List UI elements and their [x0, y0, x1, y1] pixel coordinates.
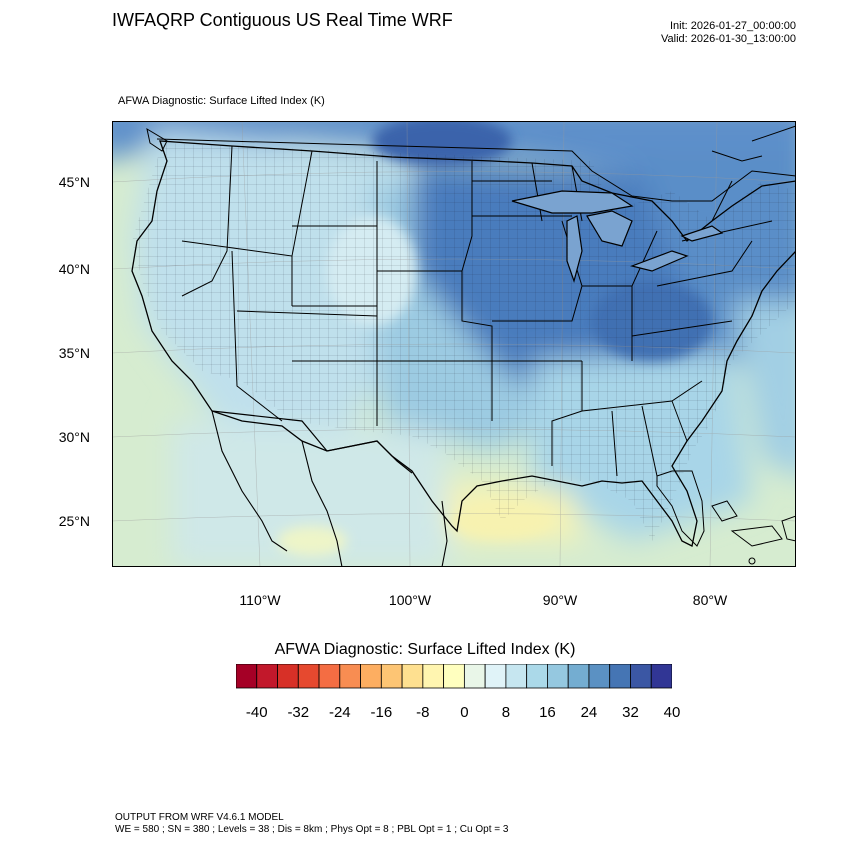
colorbar-box-11	[463, 664, 486, 689]
colorbar	[236, 664, 672, 689]
map-frame	[112, 121, 796, 567]
colorbar-box-0	[236, 664, 258, 689]
colorbar-box-16	[567, 664, 590, 689]
field-mexico	[172, 421, 452, 567]
lon-label-80w: 80°W	[692, 592, 728, 608]
canada-border	[156, 138, 796, 202]
page-title: IWFAQRP Contiguous US Real Time WRF	[112, 10, 453, 30]
us-outline	[131, 140, 796, 547]
vancouver-island	[146, 127, 168, 152]
footer-model-line: OUTPUT FROM WRF V4.6.1 MODEL	[115, 812, 284, 823]
field-canada	[112, 121, 796, 199]
colorbar-tick-label: -8	[416, 704, 430, 721]
colorbar-box-13	[505, 664, 528, 689]
lat-label-30: 30°N	[58, 429, 90, 445]
newfoundland-coast	[711, 125, 796, 162]
colorbar-tick-label: 0	[460, 704, 469, 721]
lat-label-45: 45°N	[58, 174, 90, 190]
colorbar-box-1	[256, 664, 278, 689]
mexico-border	[211, 410, 413, 474]
map-panel	[112, 121, 796, 567]
colorbar-tick-label: -16	[370, 704, 393, 721]
colorbar-box-20	[650, 664, 672, 689]
colorbar-box-19	[630, 664, 652, 689]
colorbar-tick-label: 8	[501, 704, 511, 721]
colorbar-tick-label: 16	[539, 704, 556, 721]
mexico-coast	[211, 410, 448, 567]
colorbar-tick-label: 32	[622, 704, 639, 721]
colorbar-box-7	[380, 664, 403, 689]
colorbar-box-3	[297, 664, 320, 689]
colorbar-box-10	[443, 664, 465, 689]
footer-config-line: WE = 580 ; SN = 380 ; Levels = 38 ; Dis …	[115, 824, 509, 835]
colorbar-title: AFWA Diagnostic: Surface Lifted Index (K…	[274, 641, 576, 658]
graticule	[112, 121, 796, 567]
colorbar-box-2	[277, 664, 299, 689]
lat-label-25: 25°N	[58, 513, 90, 529]
lon-label-100w: 100°W	[388, 592, 432, 608]
colorbar-tick-label: -40	[245, 704, 268, 721]
colorbar-tick-label: 40	[663, 704, 681, 721]
colorbar-tick-label: -24	[328, 704, 351, 721]
valid-time: Valid: 2026-01-30_13:00:00	[661, 33, 796, 45]
colorbar-box-8	[401, 664, 424, 689]
colorbar-tick-label: -32	[287, 704, 310, 721]
colorbar-box-15	[547, 664, 569, 689]
great-lakes	[511, 190, 724, 284]
field-yellow-patch-2	[277, 526, 347, 556]
lat-label-40: 40°N	[58, 261, 90, 277]
colorbar-box-17	[588, 664, 611, 689]
lat-label-35: 35°N	[58, 345, 90, 361]
caribbean-islands	[711, 500, 796, 565]
florida	[656, 470, 705, 547]
colorbar-box-9	[422, 664, 445, 689]
lon-label-110w: 110°W	[239, 592, 281, 608]
colorbar-tick-label: 24	[580, 704, 598, 721]
colorbar-box-6	[360, 664, 382, 689]
colorbar-box-4	[318, 664, 341, 689]
field-subtitle: AFWA Diagnostic: Surface Lifted Index (K…	[118, 95, 325, 107]
county-lines	[132, 143, 796, 541]
colorbar-box-14	[526, 664, 548, 689]
colorbar-box-5	[339, 664, 361, 689]
lon-label-90w: 90°W	[542, 592, 578, 608]
colorbar-box-12	[484, 664, 507, 689]
init-time: Init: 2026-01-27_00:00:00	[670, 20, 796, 32]
colorbar-box-18	[609, 664, 631, 689]
